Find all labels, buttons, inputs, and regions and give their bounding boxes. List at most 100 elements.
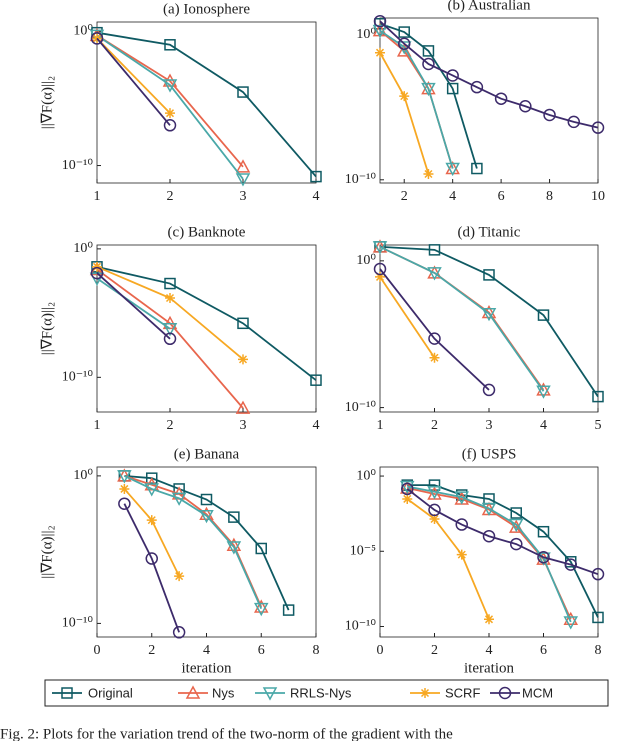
x-tick-label: 0 (94, 643, 101, 658)
marker (422, 57, 435, 71)
x-axis-label: iteration (464, 660, 514, 676)
plot-area (96, 244, 317, 413)
marker (399, 91, 410, 102)
x-tick-label: 4 (540, 418, 547, 433)
marker (428, 244, 441, 256)
marker (482, 383, 496, 397)
chart-title: (f) USPS (462, 446, 517, 462)
marker (446, 82, 459, 95)
marker (146, 472, 158, 484)
marker (163, 332, 177, 346)
series-line (406, 498, 490, 620)
x-tick-label: 2 (167, 418, 174, 433)
marker (401, 482, 414, 496)
marker (455, 518, 468, 531)
x-tick-label: 8 (313, 643, 320, 658)
chart-title: (e) Banana (174, 446, 240, 462)
marker (481, 307, 497, 322)
plot-area (379, 17, 599, 184)
marker (429, 513, 440, 524)
series-line (96, 265, 317, 381)
marker (483, 269, 495, 281)
x-tick-label: 3 (240, 189, 247, 204)
legend-marker (498, 686, 512, 700)
x-tick-label: 4 (486, 643, 493, 658)
series-line (96, 31, 317, 178)
series-line (123, 488, 180, 577)
marker (375, 271, 385, 282)
x-tick-label: 4 (449, 189, 456, 204)
marker (310, 374, 322, 386)
marker (591, 567, 605, 581)
series-line (123, 503, 180, 633)
x-tick-label: 6 (258, 643, 265, 658)
x-tick-label: 4 (313, 418, 320, 433)
x-tick-label: 4 (203, 643, 210, 658)
marker (90, 266, 104, 280)
marker (375, 47, 385, 58)
y-tick-label: 10⁻¹⁰ (345, 172, 377, 187)
marker (235, 173, 251, 187)
series-line (123, 475, 263, 610)
chart-title: (d) Titanic (458, 224, 521, 240)
x-tick-label: 1 (94, 189, 101, 204)
marker (235, 400, 251, 414)
x-tick-label: 3 (240, 418, 247, 433)
marker (237, 317, 249, 330)
marker (226, 541, 242, 555)
marker (482, 529, 496, 543)
marker (174, 571, 185, 582)
marker (397, 37, 411, 50)
series-line (379, 276, 436, 359)
y-axis-label: ||∇F(α)||₂ (39, 76, 55, 129)
marker (145, 552, 158, 565)
marker (171, 492, 187, 506)
marker (427, 267, 442, 281)
y-tick-label: 10⁰ (356, 468, 376, 483)
series-line (379, 246, 545, 391)
marker (563, 611, 579, 626)
x-tick-label: 1 (377, 418, 384, 433)
marker (446, 69, 459, 82)
marker (92, 261, 102, 272)
marker (92, 33, 102, 44)
marker (399, 480, 415, 495)
marker (470, 80, 484, 94)
marker (494, 92, 508, 105)
y-tick-label: 10⁰ (73, 24, 93, 39)
x-tick-label: 2 (431, 643, 438, 658)
marker (454, 491, 470, 505)
series-line (379, 29, 454, 169)
marker (429, 352, 440, 363)
chart-title: (c) Banknote (168, 224, 246, 240)
marker (144, 483, 160, 497)
legend-marker (262, 687, 278, 701)
chart-title: (a) Ionosphere (163, 1, 250, 17)
series-line (96, 34, 244, 180)
series-line (379, 29, 454, 169)
x-tick-label: 2 (167, 189, 174, 204)
marker (253, 602, 269, 617)
series-line (96, 272, 171, 340)
y-tick-label: 10⁻¹⁰ (345, 619, 377, 634)
y-tick-label: 10⁰ (73, 241, 93, 256)
marker (162, 79, 178, 93)
y-tick-label: 10⁻⁵ (350, 543, 376, 558)
series-line (96, 277, 171, 330)
marker (428, 479, 441, 491)
marker (423, 169, 434, 180)
marker (567, 115, 581, 129)
marker (508, 518, 524, 533)
legend-marker (61, 687, 73, 699)
marker (253, 599, 269, 613)
marker (373, 262, 387, 276)
y-tick-label: 10⁻¹⁰ (62, 616, 94, 631)
marker (592, 611, 604, 624)
marker (237, 86, 249, 98)
marker (536, 385, 551, 399)
marker (471, 162, 483, 175)
series-line (379, 22, 478, 169)
marker (428, 503, 441, 517)
marker (282, 604, 295, 616)
